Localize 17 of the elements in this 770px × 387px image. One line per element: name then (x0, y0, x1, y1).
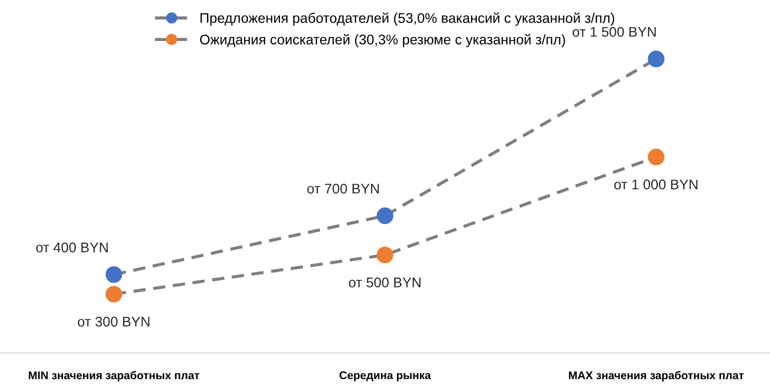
data-label: от 300 BYN (78, 316, 150, 327)
point (648, 148, 664, 166)
point (106, 266, 122, 283)
legend-label: Ожидания соискателей (30,3% резюме с указанной з/пл) (200, 34, 566, 48)
x-tick-label: Середина рынка (340, 371, 431, 382)
data-label: от 1 500 BYN (572, 26, 656, 37)
point (376, 207, 394, 224)
x-tick-label: MIN значения заработных плат (28, 371, 200, 382)
point (106, 286, 122, 302)
legend-label: Предложения работодателей (53,0% вакансий с указанной з/пл) (200, 12, 614, 26)
x-tick-label: MAX значения заработных плат (568, 371, 744, 382)
point (376, 246, 394, 264)
data-label: от 400 BYN (36, 242, 108, 252)
point (648, 50, 664, 68)
data-label: от 500 BYN (348, 278, 420, 288)
data-label: от 1 000 BYN (614, 180, 698, 190)
data-label: от 700 BYN (307, 184, 379, 194)
